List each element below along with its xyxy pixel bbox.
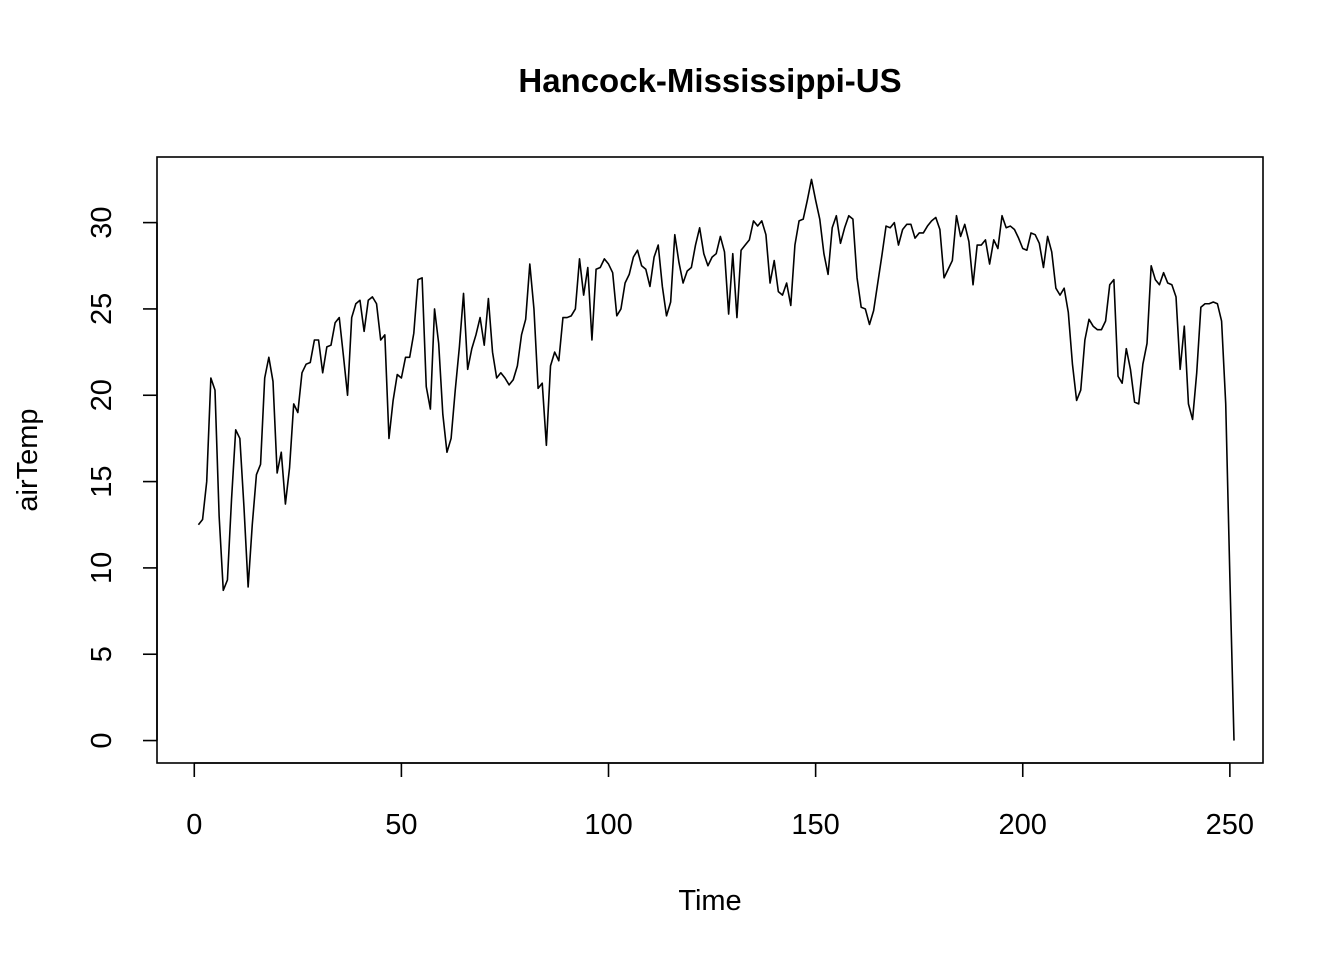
y-tick-label: 5	[86, 646, 118, 662]
y-tick-label: 20	[86, 379, 118, 411]
y-axis: 0 5 10 15 20 25 30	[86, 206, 157, 748]
plot-frame	[157, 157, 1263, 763]
y-tick-label: 15	[86, 465, 118, 497]
x-tick-label: 100	[584, 809, 632, 841]
y-axis-label: airTemp	[12, 408, 44, 511]
y-tick-label: 0	[86, 732, 118, 748]
x-tick-label: 200	[999, 809, 1047, 841]
x-axis-label: Time	[678, 885, 741, 917]
y-tick-label: 30	[86, 206, 118, 238]
series-line-airtemp	[198, 179, 1234, 740]
x-tick-label: 250	[1206, 809, 1254, 841]
x-tick-label: 50	[385, 809, 417, 841]
chart-title: Hancock-Mississippi-US	[518, 62, 901, 99]
x-axis: 0 50 100 150 200 250	[186, 763, 1254, 841]
x-tick-label: 150	[791, 809, 839, 841]
y-tick-label: 10	[86, 552, 118, 584]
x-tick-label: 0	[186, 809, 202, 841]
y-tick-label: 25	[86, 293, 118, 325]
